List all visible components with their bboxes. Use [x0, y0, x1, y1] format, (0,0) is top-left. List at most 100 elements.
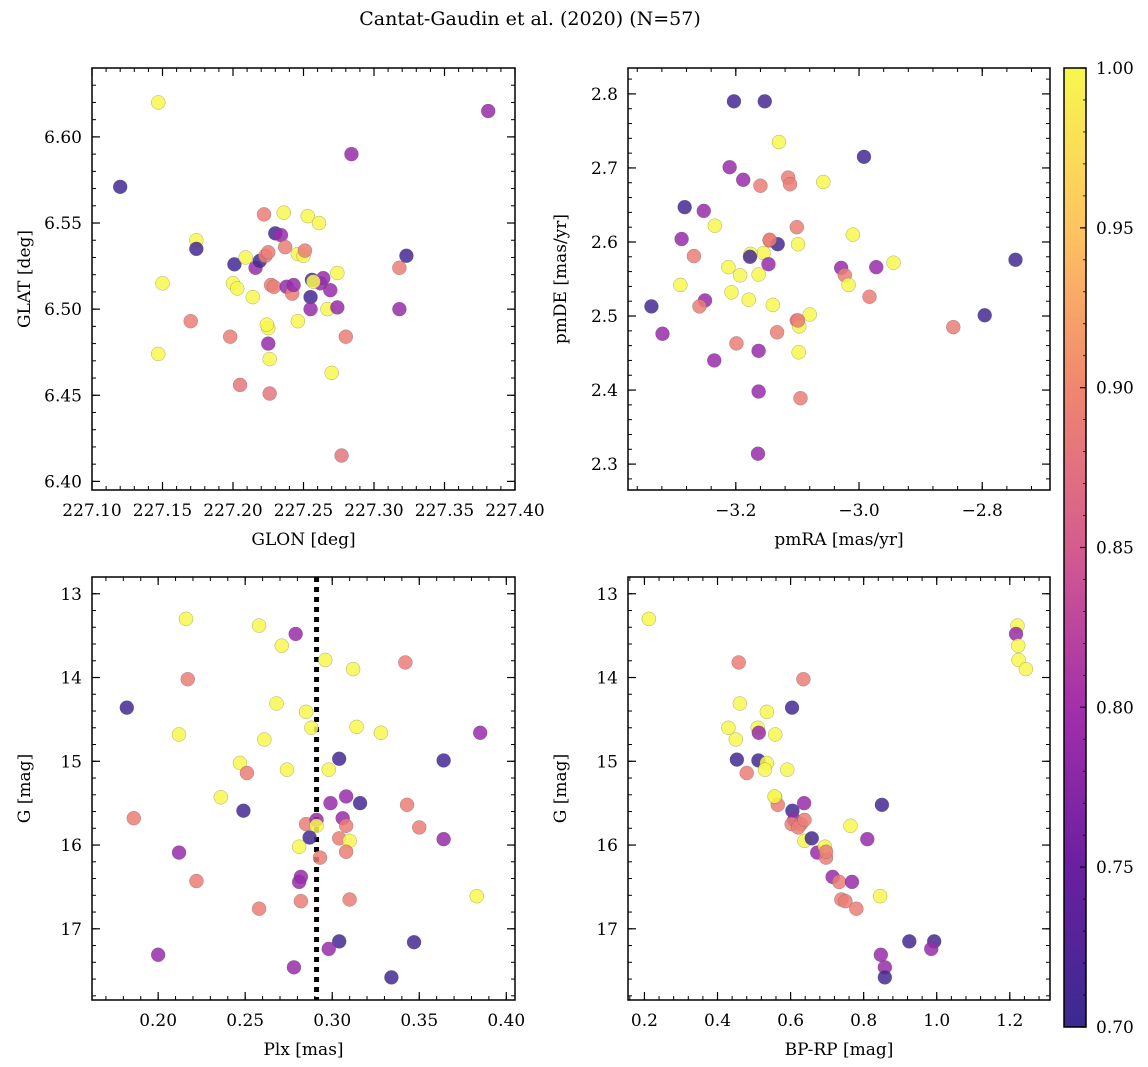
colorbar-tick-label: 0.95 — [1096, 219, 1134, 239]
data-point — [180, 671, 195, 687]
data-point — [751, 343, 766, 359]
colorbar-tick-label: 0.70 — [1096, 1018, 1134, 1038]
data-point — [673, 277, 688, 293]
data-point — [330, 265, 345, 281]
data-point — [739, 765, 754, 781]
x-tick-label: 227.40 — [485, 501, 544, 521]
data-point — [796, 671, 811, 687]
data-point — [753, 178, 768, 193]
data-point — [227, 257, 242, 272]
data-point — [399, 248, 414, 263]
data-point — [189, 873, 204, 889]
data-point — [302, 830, 317, 845]
data-point — [759, 704, 775, 720]
data-point — [245, 289, 260, 305]
data-point — [288, 626, 303, 642]
data-point — [222, 329, 238, 344]
x-tick-label: −3.0 — [838, 501, 879, 521]
data-point — [304, 720, 319, 735]
data-point — [274, 638, 289, 653]
y-tick-label: 2.5 — [591, 307, 618, 327]
data-point — [323, 282, 338, 298]
x-tick-label: 227.25 — [274, 501, 333, 521]
x-tick-label: 1.0 — [923, 1011, 950, 1031]
x-tick-label: 0.8 — [850, 1011, 877, 1031]
data-point — [183, 314, 198, 329]
colorbar-tick-label: 0.75 — [1096, 858, 1134, 878]
data-point — [119, 700, 135, 715]
data-point — [771, 134, 787, 150]
data-point — [398, 655, 413, 670]
colorbar-tick-label: 0.85 — [1096, 539, 1134, 559]
data-point — [286, 277, 301, 293]
data-point — [266, 279, 282, 294]
data-point — [259, 317, 275, 332]
axes-frame — [91, 576, 516, 1001]
y-tick-label: 6.60 — [44, 128, 82, 148]
y-tick-label: 2.3 — [591, 455, 618, 475]
data-point — [816, 174, 831, 190]
data-point — [751, 384, 766, 399]
y-tick-label: 16 — [596, 836, 618, 856]
data-point — [849, 901, 864, 916]
data-point — [797, 812, 812, 828]
data-point — [291, 839, 307, 854]
data-point — [869, 259, 884, 275]
y-tick-label: 15 — [60, 752, 82, 772]
data-point — [750, 446, 766, 461]
data-point — [262, 386, 277, 401]
data-point — [171, 727, 187, 742]
data-point — [784, 700, 800, 715]
panel-pmra-pmde: −3.2 −3.0 −2.8 2.3 2.4 2.5 2.6 2.7 2.8 pmRA [mas/… — [551, 67, 1051, 550]
data-point — [189, 241, 204, 257]
y-tick-label: 6.55 — [44, 214, 82, 234]
x-tick-label: 227.35 — [415, 501, 474, 521]
data-point — [796, 795, 812, 811]
x-tick-label: 1.2 — [996, 1011, 1023, 1031]
data-point — [769, 325, 785, 340]
data-point — [239, 765, 255, 781]
data-point — [707, 353, 722, 368]
data-point — [757, 94, 772, 109]
data-point — [230, 281, 245, 296]
data-point — [276, 205, 291, 220]
figure-suptitle: Cantat-Gaudin et al. (2020) (N=57) — [359, 8, 701, 30]
data-point — [790, 313, 806, 328]
plot-area — [119, 577, 488, 1000]
data-point — [862, 289, 877, 304]
x-tick-label: 227.10 — [62, 501, 121, 521]
data-point — [251, 901, 267, 916]
data-point — [793, 390, 808, 406]
data-point — [412, 820, 427, 835]
data-point — [721, 720, 736, 735]
data-point — [751, 267, 766, 282]
data-point — [874, 797, 890, 813]
axes-frame — [627, 576, 1051, 1001]
data-point — [318, 652, 333, 668]
data-point — [344, 146, 359, 162]
data-point — [757, 762, 773, 777]
colorbar-gradient — [1064, 68, 1086, 1027]
data-point — [729, 752, 745, 767]
plot-area — [112, 95, 496, 463]
data-point — [178, 611, 194, 627]
data-point — [338, 329, 353, 344]
data-point — [286, 960, 302, 975]
colorbar-tick-label: 0.80 — [1096, 698, 1134, 718]
data-point — [293, 893, 309, 909]
colorbar-tick-label: 0.90 — [1096, 379, 1134, 399]
data-point — [151, 95, 166, 110]
data-point — [373, 725, 389, 740]
data-point — [112, 179, 128, 195]
data-point — [321, 941, 336, 957]
data-point — [384, 970, 399, 985]
data-point — [877, 970, 893, 985]
data-point — [349, 719, 364, 735]
data-point — [804, 831, 819, 846]
x-tick-label: 0.2 — [631, 1011, 658, 1031]
data-point — [213, 790, 229, 805]
data-point — [686, 248, 702, 264]
data-point — [841, 277, 856, 293]
data-point — [309, 818, 324, 833]
data-point — [342, 892, 357, 907]
